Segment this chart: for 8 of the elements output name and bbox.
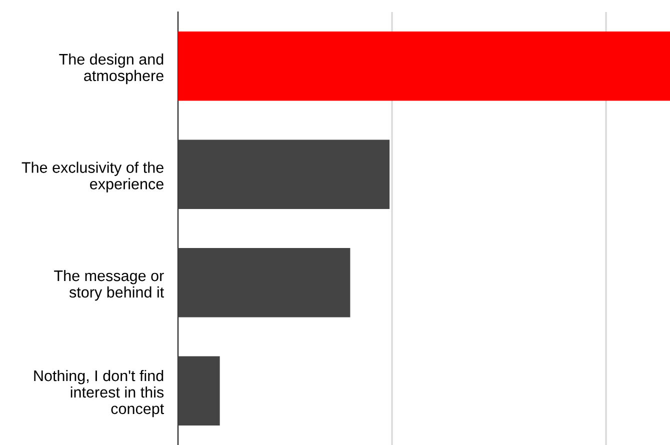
bar bbox=[178, 31, 670, 101]
y-tick-label: Nothing, I don't find interest in this concept bbox=[34, 370, 164, 418]
y-tick-label: The exclusivity of the experience bbox=[22, 162, 164, 192]
bar bbox=[178, 140, 390, 210]
y-tick-label: The message or story behind it bbox=[54, 270, 164, 301]
y-tick-label: The design and atmosphere bbox=[59, 53, 164, 84]
bar bbox=[178, 356, 220, 426]
bar bbox=[178, 248, 350, 318]
